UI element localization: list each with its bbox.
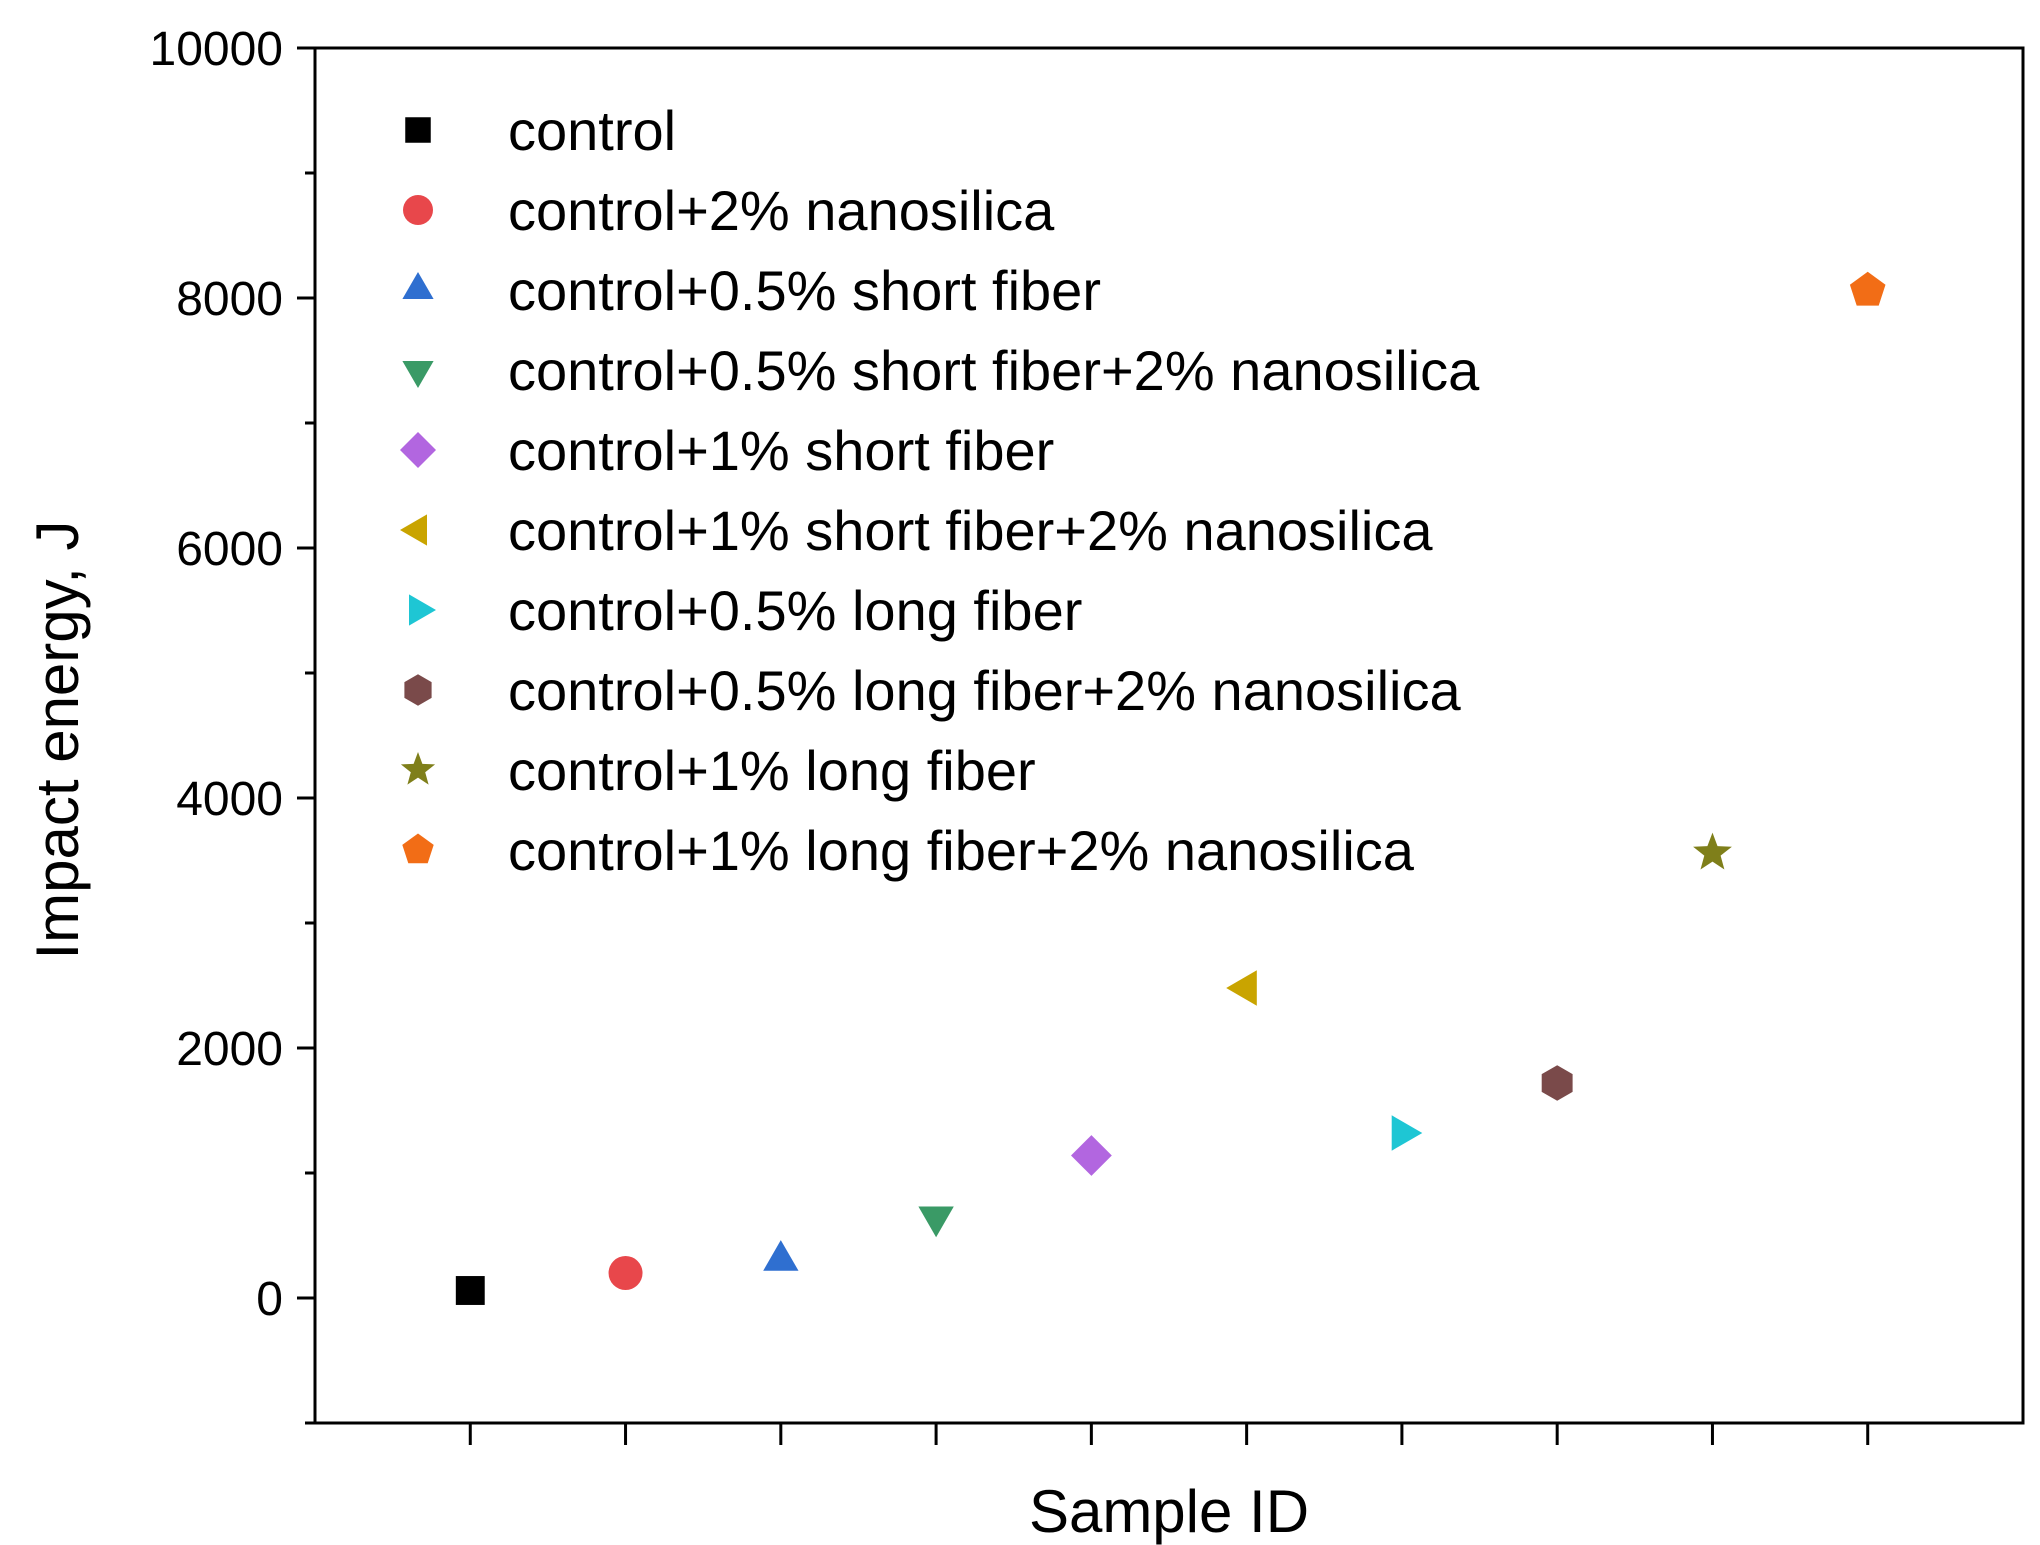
legend-marker-10 [402,833,434,864]
data-point-9 [1693,832,1732,870]
legend-label-6: control+1% short fiber+2% nanosilica [508,499,1433,562]
data-point-4 [918,1206,954,1238]
y-tick-label: 6000 [176,523,283,576]
data-point-10 [1849,271,1886,306]
legend-marker-9 [400,752,436,785]
data-point-2 [608,1256,643,1290]
legend-label-7: control+0.5% long fiber [508,579,1082,642]
y-tick-label: 4000 [176,773,283,826]
data-point-1 [455,1276,485,1305]
legend-label-1: control [508,99,676,162]
legend: control control+2% nanosilica control+0.5%… [400,99,1480,882]
legend-marker-8 [404,674,432,706]
legend-label-4: control+0.5% short fiber+2% nanosilica [508,339,1480,402]
x-axis-title: Sample ID [1029,1478,1309,1545]
legend-label-9: control+1% long fiber [508,739,1036,802]
plot-frame [313,46,2025,1425]
legend-label-2: control+2% nanosilica [508,179,1055,242]
legend-label-8: control+0.5% long fiber+2% nanosilica [508,659,1461,722]
legend-marker-5 [400,432,436,468]
legend-label-3: control+0.5% short fiber [508,259,1101,322]
legend-marker-6 [400,514,427,546]
y-tick-label: 0 [256,1273,283,1326]
data-points [455,271,1886,1305]
y-tick-labels: 0 2000 4000 6000 8000 10000 [150,23,283,1326]
legend-label-5: control+1% short fiber [508,419,1054,482]
axis-ticks [297,46,1870,1445]
y-tick-label: 10000 [150,23,283,76]
legend-marker-1 [405,117,431,143]
legend-marker-4 [402,361,434,388]
legend-marker-2 [403,195,433,225]
data-point-5 [1071,1135,1112,1176]
data-point-8 [1541,1065,1573,1101]
y-tick-label: 8000 [176,273,283,326]
data-point-7 [1391,1115,1423,1151]
legend-marker-3 [402,272,434,299]
data-point-3 [763,1240,799,1271]
y-axis-title: Impact energy, J [24,520,91,959]
data-point-6 [1226,970,1257,1006]
legend-marker-7 [409,594,436,626]
y-tick-label: 2000 [176,1023,283,1076]
legend-label-10: control+1% long fiber+2% nanosilica [508,819,1415,882]
